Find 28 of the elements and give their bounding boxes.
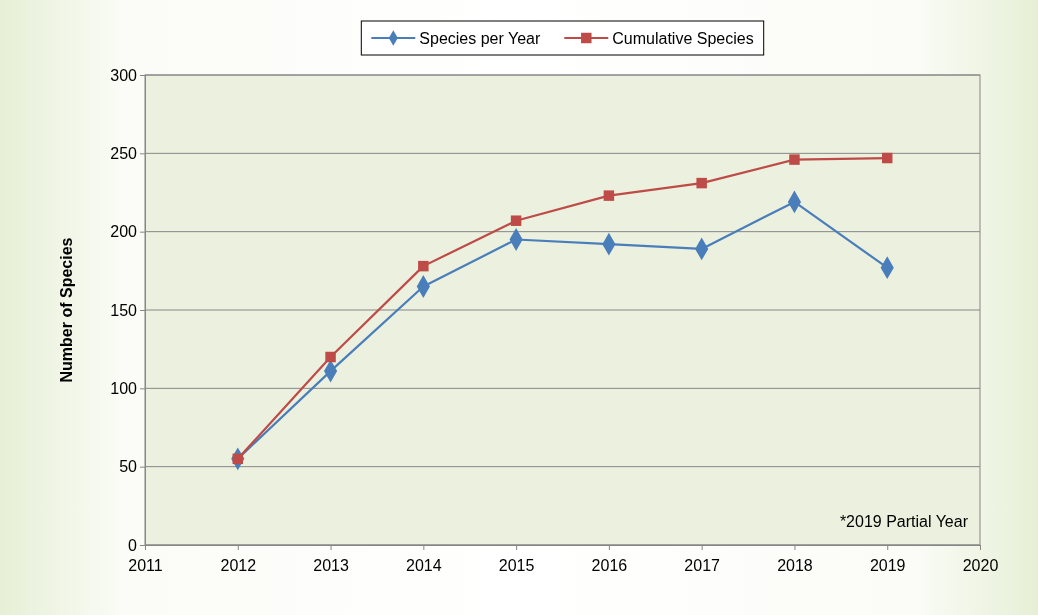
x-tick-label: 2012 [220,556,257,574]
x-tick-label: 2018 [777,556,813,574]
y-tick-label: 300 [110,66,138,84]
x-tick-label: 2020 [962,556,999,574]
legend-label: Cumulative Species [612,30,754,47]
legend-label: Species per Year [419,30,541,47]
y-tick-label: 0 [128,536,138,554]
y-tick-label: 150 [110,301,138,319]
point [789,154,800,165]
point [325,351,336,363]
point [418,260,429,272]
x-tick-label: 2013 [313,556,349,574]
annotation: *2019 Partial Year [839,513,969,530]
x-tick-label: 2015 [498,556,535,574]
y-tick-label: 50 [119,458,138,476]
x-tick-label: 2014 [406,556,442,574]
y-tick-label: 100 [110,379,138,397]
y-tick-label: 200 [110,223,138,241]
point [881,152,893,164]
point [510,215,522,226]
y-tick-label: 250 [110,144,138,162]
x-tick-label: 2016 [591,556,628,574]
x-tick-label: 2017 [684,556,721,574]
point [696,177,707,189]
x-tick-label: 2011 [128,556,163,574]
y-axis-title: Number of Species [58,237,75,383]
x-tick-label: 2019 [869,556,906,574]
point [603,190,615,201]
